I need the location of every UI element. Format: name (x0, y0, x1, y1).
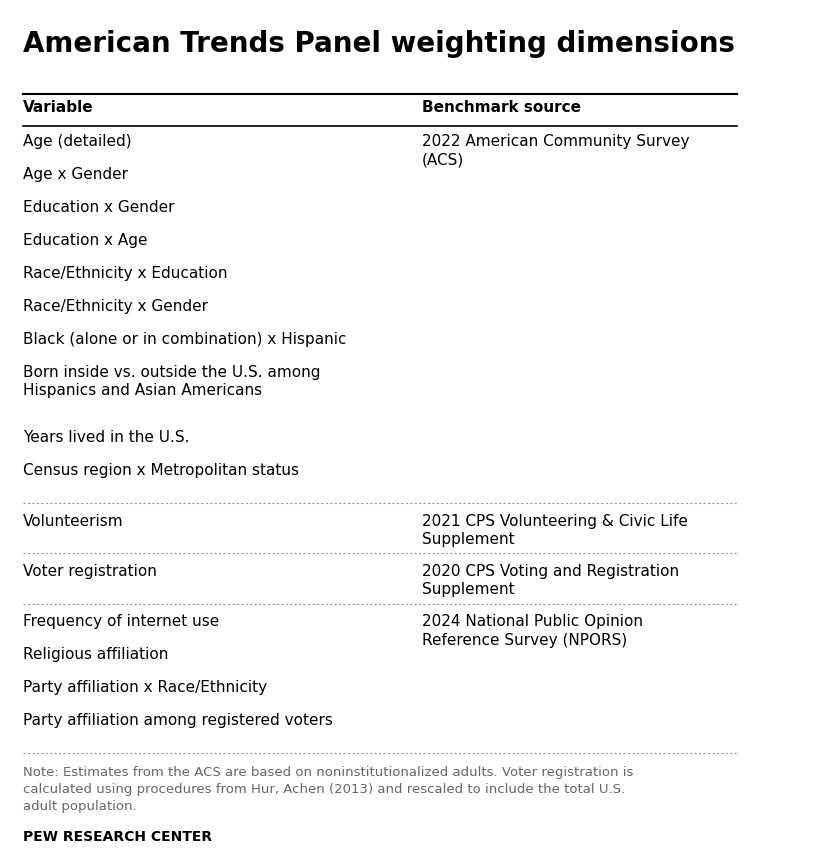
Text: 2022 American Community Survey
(ACS): 2022 American Community Survey (ACS) (422, 134, 689, 168)
Text: PEW RESEARCH CENTER: PEW RESEARCH CENTER (23, 830, 212, 844)
Text: Education x Gender: Education x Gender (23, 200, 174, 215)
Text: Education x Age: Education x Age (23, 233, 147, 248)
Text: Party affiliation x Race/Ethnicity: Party affiliation x Race/Ethnicity (23, 680, 267, 695)
Text: Born inside vs. outside the U.S. among
Hispanics and Asian Americans: Born inside vs. outside the U.S. among H… (23, 365, 320, 398)
Text: 2020 CPS Voting and Registration
Supplement: 2020 CPS Voting and Registration Supplem… (422, 564, 679, 598)
Text: Age (detailed): Age (detailed) (23, 134, 131, 149)
Text: Variable: Variable (23, 100, 93, 114)
Text: Years lived in the U.S.: Years lived in the U.S. (23, 430, 189, 445)
Text: Note: Estimates from the ACS are based on noninstitutionalized adults. Voter reg: Note: Estimates from the ACS are based o… (23, 766, 633, 812)
Text: 2021 CPS Volunteering & Civic Life
Supplement: 2021 CPS Volunteering & Civic Life Suppl… (422, 514, 687, 547)
Text: Frequency of internet use: Frequency of internet use (23, 614, 219, 629)
Text: American Trends Panel weighting dimensions: American Trends Panel weighting dimensio… (23, 30, 735, 58)
Text: Age x Gender: Age x Gender (23, 167, 128, 182)
Text: Party affiliation among registered voters: Party affiliation among registered voter… (23, 713, 333, 727)
Text: Black (alone or in combination) x Hispanic: Black (alone or in combination) x Hispan… (23, 332, 346, 346)
Text: Census region x Metropolitan status: Census region x Metropolitan status (23, 463, 299, 478)
Text: Benchmark source: Benchmark source (422, 100, 580, 114)
Text: Race/Ethnicity x Education: Race/Ethnicity x Education (23, 266, 228, 281)
Text: 2024 National Public Opinion
Reference Survey (NPORS): 2024 National Public Opinion Reference S… (422, 614, 643, 648)
Text: Religious affiliation: Religious affiliation (23, 647, 168, 662)
Text: Voter registration: Voter registration (23, 564, 156, 578)
Text: Volunteerism: Volunteerism (23, 514, 123, 528)
Text: Race/Ethnicity x Gender: Race/Ethnicity x Gender (23, 299, 207, 313)
